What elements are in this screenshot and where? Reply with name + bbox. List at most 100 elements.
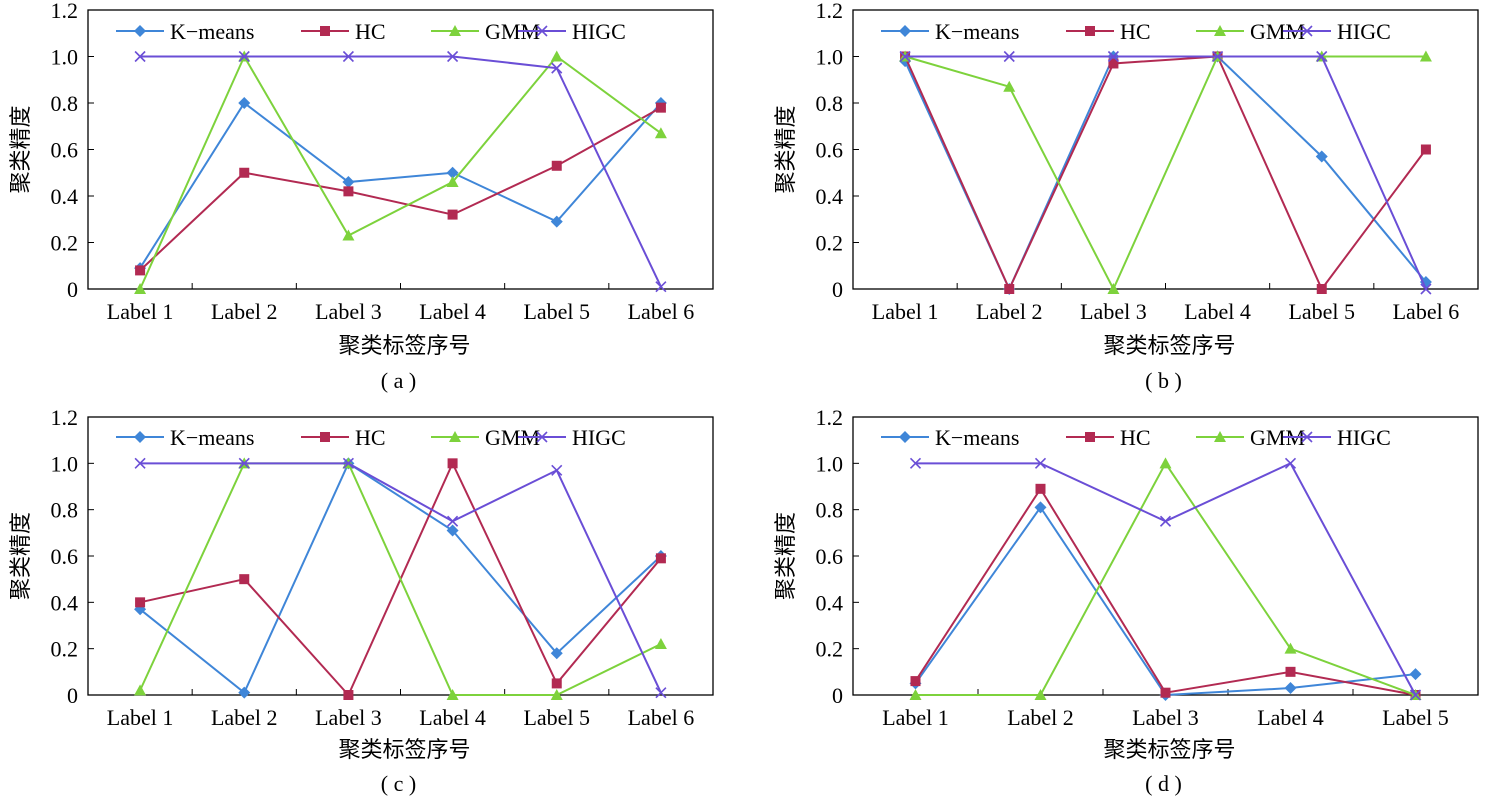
- data-point: [342, 50, 354, 63]
- data-point: [550, 215, 563, 228]
- data-point: [446, 689, 459, 700]
- data-point: [134, 50, 146, 63]
- data-point: [447, 515, 459, 527]
- legend-label: HIGC: [572, 425, 626, 450]
- data-point: [1003, 80, 1016, 92]
- data-point: [238, 457, 250, 469]
- x-tick-label: Label 3: [1132, 705, 1199, 730]
- series-hc: [135, 102, 666, 276]
- data-point: [342, 229, 355, 241]
- panel-caption: ( d ): [1145, 771, 1182, 796]
- legend-label: K−means: [170, 19, 255, 44]
- x-tick-label: Label 1: [107, 705, 174, 730]
- data-point: [551, 678, 562, 689]
- legend-label: HC: [1120, 425, 1151, 450]
- data-point: [909, 689, 922, 700]
- legend-marker: [1214, 431, 1226, 442]
- x-tick-label: Label 2: [211, 299, 278, 324]
- data-point: [1034, 457, 1047, 469]
- data-point: [343, 186, 354, 197]
- x-tick-label: Label 4: [419, 705, 486, 730]
- data-point: [550, 689, 563, 700]
- x-tick-label: Label 5: [523, 705, 590, 730]
- data-point: [238, 97, 251, 109]
- x-tick-label: Label 2: [211, 705, 278, 730]
- legend-marker: [320, 432, 330, 442]
- legend-label: HC: [355, 425, 386, 450]
- data-point: [910, 676, 921, 687]
- panel-caption: ( b ): [1145, 368, 1182, 393]
- y-tick-label: 0.2: [51, 231, 79, 256]
- y-tick-label: 0: [832, 277, 843, 302]
- legend-marker: [899, 431, 911, 443]
- series-line: [904, 55, 1426, 292]
- data-point: [342, 457, 354, 469]
- y-tick-label: 0.2: [816, 231, 844, 256]
- data-point: [238, 50, 250, 63]
- legend-label: K−means: [935, 19, 1020, 44]
- legend-label: HIGC: [572, 19, 626, 44]
- legend-marker: [1214, 25, 1226, 36]
- data-point: [446, 176, 459, 188]
- y-tick-label: 0.8: [51, 498, 79, 523]
- legend-marker: [449, 25, 461, 36]
- data-point: [1409, 689, 1422, 701]
- x-tick-label: Label 6: [1393, 299, 1460, 324]
- legend-marker: [536, 25, 548, 37]
- series-line: [139, 101, 662, 269]
- x-axis-label: 聚类标签序号: [1103, 738, 1235, 763]
- x-tick-label: Label 2: [1007, 705, 1074, 730]
- data-point: [1003, 50, 1015, 63]
- y-axis-label: 聚类精度: [774, 512, 799, 600]
- data-point: [447, 50, 459, 63]
- series-line: [914, 486, 1416, 696]
- data-point: [1034, 689, 1047, 700]
- x-axis-label: 聚类标签序号: [1103, 334, 1235, 359]
- data-point: [1315, 150, 1328, 163]
- series-line: [139, 54, 662, 290]
- series-line: [904, 55, 1427, 292]
- x-tick-label: Label 3: [315, 705, 382, 730]
- data-point: [239, 574, 250, 585]
- y-tick-label: 0.4: [816, 184, 844, 209]
- y-tick-label: 1.0: [51, 451, 79, 476]
- data-point: [899, 50, 911, 63]
- chart-panel-d: 0 0.2 0.4 0.6 0.8 1.0 1.2 Label 1 Label 2 Label 3…: [774, 405, 1479, 796]
- legend-marker: [449, 431, 461, 442]
- y-tick-label: 1.2: [816, 0, 844, 23]
- legend-marker: [134, 25, 146, 37]
- x-tick-label: Label 5: [523, 299, 590, 324]
- data-point: [1409, 668, 1422, 681]
- series-line: [139, 462, 662, 696]
- chart-panel-a: 0 0.2 0.4 0.6 0.8 1.0 1.2 Label 1 Label 2 Label 3…: [9, 0, 714, 393]
- y-axis-label: 聚类精度: [774, 105, 799, 193]
- data-point: [135, 265, 146, 276]
- x-tick-label: Label 4: [1184, 299, 1251, 324]
- x-tick-label: Label 4: [1257, 705, 1324, 730]
- y-tick-label: 0.4: [51, 590, 79, 615]
- x-axis-label: 聚类标签序号: [338, 334, 470, 359]
- series-higc: [909, 457, 1422, 701]
- data-point: [1107, 283, 1120, 294]
- series-line: [139, 461, 662, 695]
- x-axis-label: 聚类标签序号: [338, 738, 470, 763]
- y-tick-label: 1.2: [51, 0, 79, 23]
- data-point: [238, 686, 251, 699]
- series-higc: [134, 457, 667, 699]
- y-tick-label: 0.2: [51, 637, 79, 662]
- series-line: [139, 106, 662, 272]
- y-tick-label: 0.6: [51, 544, 79, 569]
- data-point: [1316, 50, 1328, 63]
- legend: K−means HC GMM HIGC: [116, 425, 626, 450]
- data-point: [343, 690, 354, 700]
- x-tick-label: Label 1: [872, 299, 939, 324]
- data-point: [1004, 284, 1015, 294]
- data-point: [134, 283, 147, 294]
- panel-caption: ( c ): [381, 771, 416, 796]
- x-tick-label: Label 5: [1382, 705, 1449, 730]
- data-point: [655, 687, 667, 699]
- y-tick-label: 1.0: [816, 451, 844, 476]
- data-point: [447, 209, 458, 220]
- series-higc: [134, 50, 667, 293]
- data-point: [1159, 515, 1172, 527]
